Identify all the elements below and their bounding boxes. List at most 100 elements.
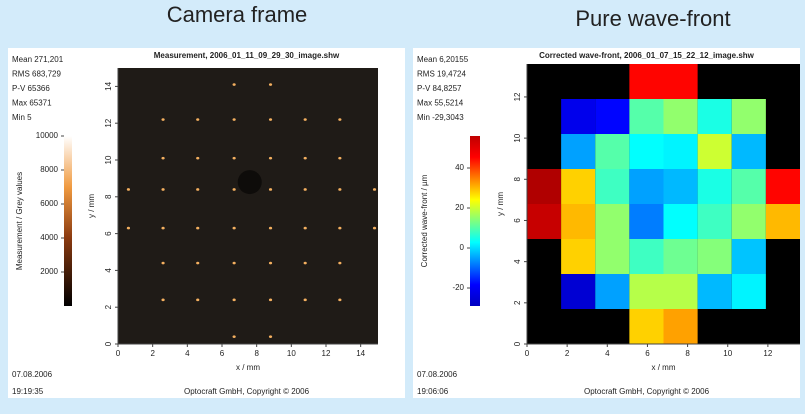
spot bbox=[196, 299, 199, 302]
colorbar-tick-label: 40 bbox=[455, 163, 464, 172]
spot bbox=[196, 188, 199, 191]
heatmap-cell bbox=[698, 274, 732, 309]
stat: Mean 271,201 bbox=[12, 55, 64, 64]
x-tick-label: 2 bbox=[565, 349, 570, 358]
heatmap-cell bbox=[595, 134, 629, 169]
dark-spot bbox=[238, 170, 262, 194]
x-tick-label: 12 bbox=[322, 349, 331, 358]
x-tick-label: 4 bbox=[605, 349, 610, 358]
heatmap-cell bbox=[595, 169, 629, 204]
colorbar-tick-label: 6000 bbox=[40, 199, 58, 208]
heatmap-cell bbox=[732, 134, 766, 169]
y-tick-label: 4 bbox=[104, 268, 113, 273]
spot bbox=[269, 157, 272, 160]
heatmap-cell bbox=[664, 239, 698, 274]
spot bbox=[304, 118, 307, 121]
heatmap-cell bbox=[527, 204, 561, 239]
heatmap-cell bbox=[732, 99, 766, 134]
y-tick-label: 2 bbox=[513, 300, 522, 305]
heatmap-cell bbox=[629, 309, 663, 344]
y-tick-label: 8 bbox=[104, 194, 113, 199]
x-tick-label: 12 bbox=[763, 349, 772, 358]
x-tick-label: 10 bbox=[723, 349, 732, 358]
spot bbox=[338, 299, 341, 302]
x-tick-label: 6 bbox=[220, 349, 225, 358]
heatmap-cell bbox=[664, 274, 698, 309]
spot bbox=[161, 227, 164, 230]
y-tick-label: 0 bbox=[104, 341, 113, 346]
spot bbox=[161, 299, 164, 302]
heatmap-cell bbox=[561, 274, 595, 309]
heatmap-cell bbox=[732, 169, 766, 204]
heatmap-cell bbox=[698, 134, 732, 169]
footer-date: 07.08.2006 bbox=[12, 370, 53, 379]
spot bbox=[338, 262, 341, 265]
heatmap-cell bbox=[664, 309, 698, 344]
x-tick-label: 8 bbox=[254, 349, 259, 358]
colorbar bbox=[64, 136, 72, 306]
stat: Mean 6,20155 bbox=[417, 55, 469, 64]
spot bbox=[269, 262, 272, 265]
spot bbox=[127, 227, 130, 230]
colorbar-tick-label: 10000 bbox=[36, 131, 59, 140]
spot bbox=[233, 83, 236, 86]
heatmap-cell bbox=[561, 169, 595, 204]
y-tick-label: 12 bbox=[104, 118, 113, 127]
spot bbox=[233, 299, 236, 302]
spot bbox=[196, 262, 199, 265]
footer-time: 19:19:35 bbox=[12, 387, 44, 396]
spot bbox=[269, 335, 272, 338]
spot bbox=[161, 262, 164, 265]
colorbar-tick-label: 2000 bbox=[40, 267, 58, 276]
spot bbox=[233, 335, 236, 338]
x-tick-label: 6 bbox=[645, 349, 650, 358]
stat: Max 65371 bbox=[12, 99, 52, 108]
spot bbox=[196, 157, 199, 160]
spot bbox=[304, 227, 307, 230]
heatmap-cell bbox=[664, 64, 698, 99]
colorbar bbox=[470, 136, 480, 306]
spot bbox=[233, 262, 236, 265]
spot bbox=[304, 188, 307, 191]
spot bbox=[269, 227, 272, 230]
stat: Min -29,3043 bbox=[417, 113, 464, 122]
spot bbox=[373, 227, 376, 230]
x-tick-label: 0 bbox=[525, 349, 530, 358]
x-tick-label: 2 bbox=[150, 349, 155, 358]
stat: P-V 84,8257 bbox=[417, 84, 462, 93]
colorbar-tick-label: 0 bbox=[460, 243, 465, 252]
y-tick-label: 0 bbox=[513, 341, 522, 346]
y-tick-label: 6 bbox=[104, 231, 113, 236]
spot bbox=[161, 157, 164, 160]
spot bbox=[233, 227, 236, 230]
y-tick-label: 12 bbox=[513, 92, 522, 101]
heatmap-cell bbox=[595, 99, 629, 134]
chart-title: Corrected wave-front, 2006_01_07_15_22_1… bbox=[539, 51, 755, 60]
y-tick-label: 4 bbox=[513, 259, 522, 264]
heading: Pure wave-front bbox=[575, 6, 730, 31]
spot bbox=[304, 262, 307, 265]
spot bbox=[127, 188, 130, 191]
screen: Camera frame Pure wave-front Measurement… bbox=[0, 0, 805, 414]
copyright: Optocraft GmbH, Copyright © 2006 bbox=[184, 387, 310, 396]
y-tick-label: 10 bbox=[513, 133, 522, 142]
heatmap-cell bbox=[629, 239, 663, 274]
spot bbox=[233, 188, 236, 191]
heatmap-cell bbox=[664, 204, 698, 239]
stat: P-V 65366 bbox=[12, 84, 50, 93]
heatmap-cell bbox=[561, 204, 595, 239]
spot bbox=[161, 188, 164, 191]
chart-title: Measurement, 2006_01_11_09_29_30_image.s… bbox=[154, 51, 340, 60]
x-axis-label: x / mm bbox=[652, 363, 676, 372]
stat: RMS 683,729 bbox=[12, 70, 61, 79]
heatmap-cell bbox=[629, 134, 663, 169]
y-tick-label: 8 bbox=[513, 177, 522, 182]
spot bbox=[269, 188, 272, 191]
plot-area bbox=[118, 68, 378, 344]
heatmap-cell bbox=[561, 99, 595, 134]
spot bbox=[233, 118, 236, 121]
heatmap-cell bbox=[595, 274, 629, 309]
footer-date: 07.08.2006 bbox=[417, 370, 458, 379]
heatmap-cell bbox=[629, 169, 663, 204]
spot bbox=[269, 118, 272, 121]
